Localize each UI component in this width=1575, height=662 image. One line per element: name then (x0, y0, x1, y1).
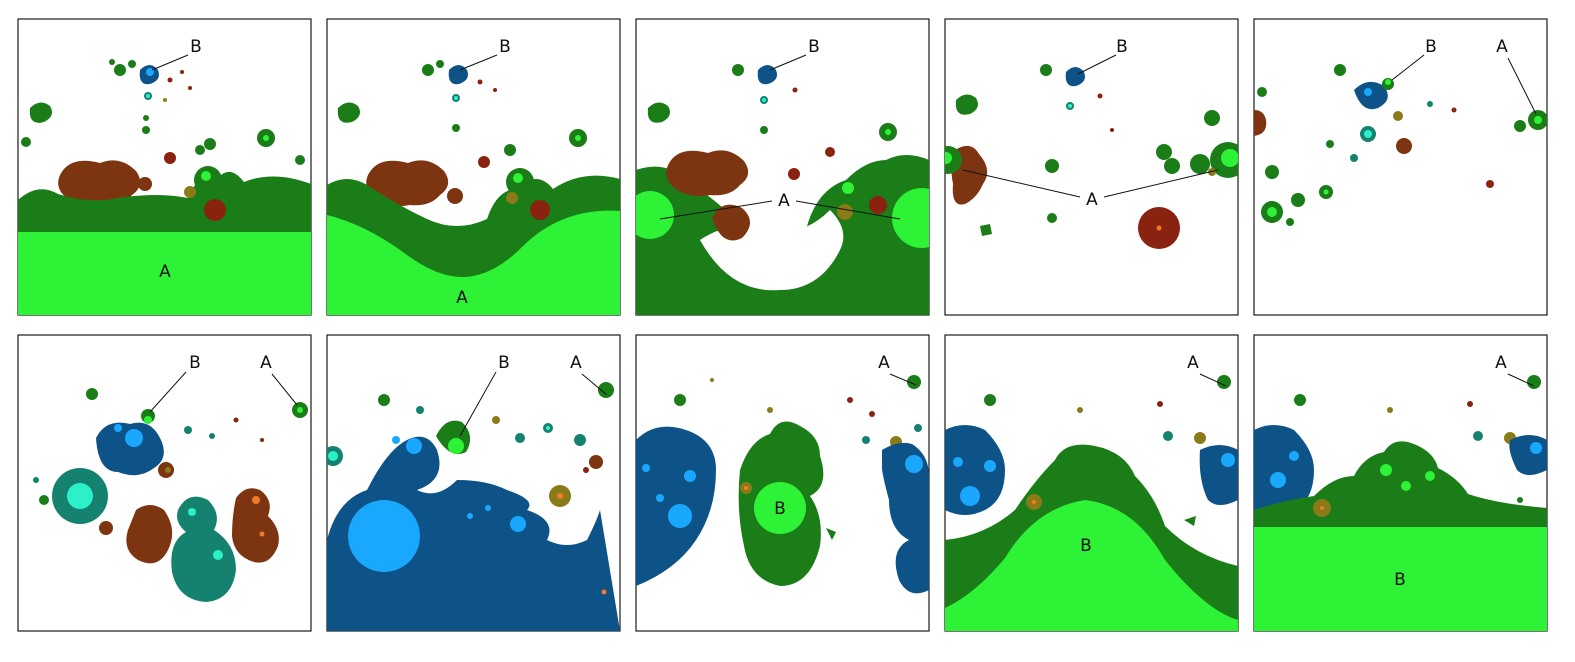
panel-10-label-b: B (1394, 570, 1406, 590)
panel-3-left-light-blob (636, 191, 674, 239)
panel-4-leader-a-left (962, 169, 1081, 198)
panel-6-brown-blob (126, 505, 173, 564)
panel-8-label-b: B (774, 499, 786, 519)
panel-10-scene (1254, 375, 1547, 631)
panel-4-leader-a-right (1103, 169, 1219, 198)
panel-10-leader-a (1507, 373, 1535, 387)
panel-10-debris (1294, 375, 1541, 503)
panel-10-blue-left (1254, 425, 1314, 515)
panel-4-frame (944, 18, 1239, 316)
panel-6: B A (17, 334, 312, 632)
panel-4: B A (944, 18, 1239, 316)
panel-5-label-a: A (1496, 37, 1508, 57)
panel-3-debris (647, 64, 897, 180)
panel-1-light-green-bulk (18, 232, 311, 315)
panel-4-label-b: B (1116, 37, 1128, 57)
panel-3-scene (636, 64, 929, 315)
panel-6-brown-pear (232, 488, 279, 563)
panel-8-leader-a (889, 373, 917, 386)
panel-2-debris (337, 60, 587, 168)
panel-4-label-a: A (1086, 190, 1098, 210)
panel-8: A B (635, 334, 930, 632)
panel-6-debris (33, 388, 308, 535)
panel-3-leader-b (769, 54, 807, 71)
panel-5-label-b: B (1425, 37, 1437, 57)
panel-3-leader-a-left (659, 200, 773, 220)
panel-5-debris (1254, 64, 1494, 188)
panel-5-frame (1253, 18, 1548, 316)
panel-5: B A (1253, 18, 1548, 316)
panel-7-scene (327, 382, 620, 631)
panel-8-light-green-core (754, 482, 806, 534)
panel-6-leader-a (271, 373, 298, 406)
panel-7-label-b: B (498, 353, 510, 373)
panel-6-label-a: A (260, 353, 272, 373)
panel-1-debris (21, 59, 305, 165)
panel-8-debris (674, 375, 922, 540)
panel-6-scene (33, 388, 308, 602)
panel-5-scene (1254, 64, 1547, 226)
panel-2-light-green-bulk (327, 210, 620, 315)
panel-10-label-a: A (1495, 353, 1507, 373)
panel-3-label-b: B (808, 37, 820, 57)
panel-9-blue-left (945, 425, 1005, 515)
panel-6-label-b: B (189, 353, 201, 373)
panel-3-dark-green-layer (636, 155, 929, 315)
panel-7-leader-b (459, 371, 497, 437)
panel-5-leader-a (1507, 57, 1537, 115)
panel-1: B A (17, 18, 312, 316)
panel-2: B A (326, 18, 621, 316)
panel-3-brown-blob (666, 150, 749, 197)
panel-9: A B (944, 334, 1239, 632)
panel-2-leader-b (459, 54, 498, 71)
panel-2-label-a: A (456, 288, 468, 308)
panel-9-debris (984, 375, 1231, 526)
panel-7-label-a: A (570, 353, 582, 373)
panel-3: B A (635, 18, 930, 316)
panel-2-scene (327, 60, 620, 315)
panel-10-light-green-bulk (1254, 527, 1547, 631)
panel-1-scene (18, 59, 311, 315)
panel-10: A B (1253, 334, 1548, 632)
panel-9-scene (945, 375, 1238, 631)
panel-4-debris (955, 64, 1220, 236)
panel-3-label-a: A (778, 191, 790, 211)
panel-4-scene (945, 64, 1238, 249)
panel-8-label-a: A (878, 353, 890, 373)
panel-3-right-light-blob (892, 188, 929, 248)
panel-9-label-b: B (1080, 536, 1092, 556)
panel-7-debris (378, 382, 614, 473)
panel-8-blue-right (881, 442, 929, 594)
panel-7-leader-a (581, 373, 608, 396)
panel-7-blue-body (327, 436, 620, 631)
panel-2-brown-blob (366, 160, 449, 207)
panel-1-brown-blob (58, 160, 141, 207)
panel-9-label-a: A (1187, 353, 1199, 373)
panel-5-leader-b (1391, 54, 1425, 81)
panel-1-label-b: B (190, 37, 202, 57)
panel-9-leader-a (1199, 373, 1227, 387)
panel-2-label-b: B (499, 37, 511, 57)
panel-8-scene (636, 375, 929, 594)
panel-6-blue-blob (96, 422, 164, 476)
panel-9-light-green-hill (945, 500, 1238, 631)
panel-4-leader-b (1077, 54, 1117, 75)
panel-1-leader-b (151, 54, 189, 71)
panel-3-leader-a-right (795, 200, 901, 220)
panel-6-teal-pear (171, 496, 236, 602)
panel-6-leader-b (149, 371, 187, 413)
panel-7: B A (326, 334, 621, 632)
panel-1-label-a: A (159, 262, 171, 282)
